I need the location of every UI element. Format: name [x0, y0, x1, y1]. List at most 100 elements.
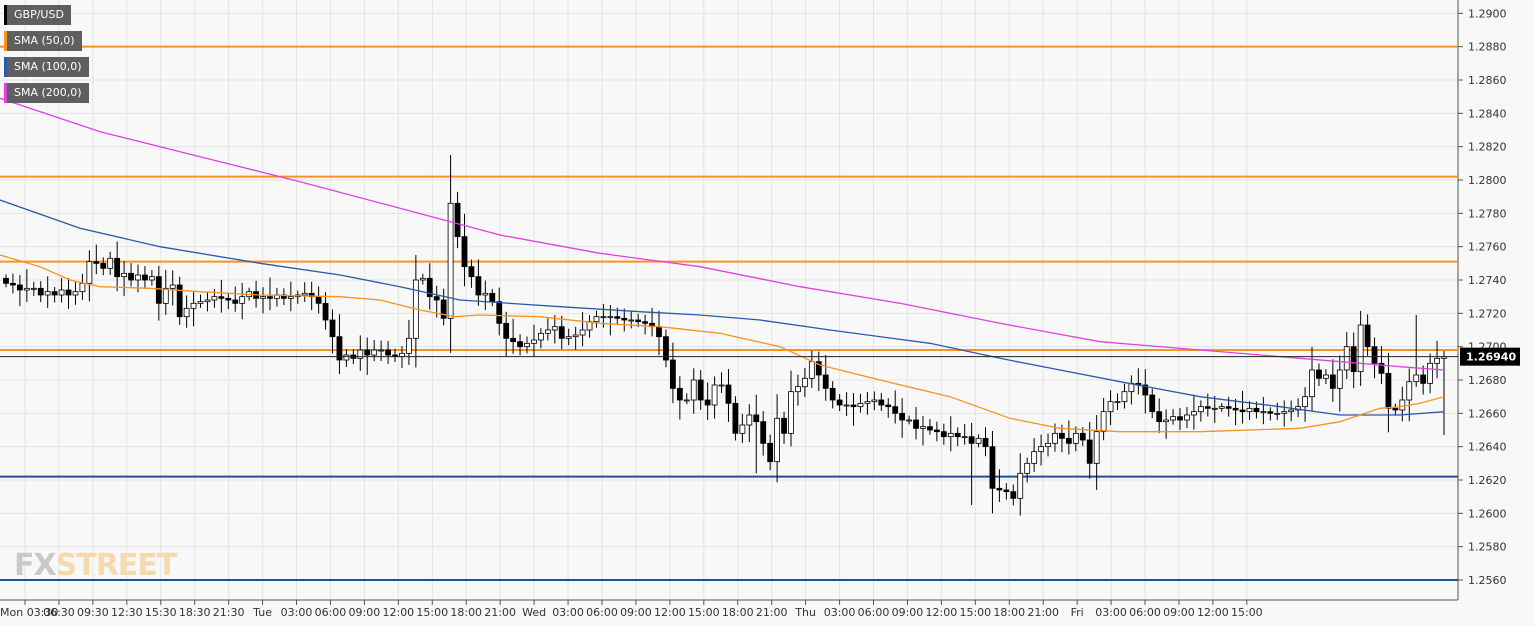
- candle-body: [927, 426, 933, 431]
- candle-body: [468, 266, 475, 278]
- candle-body: [10, 282, 16, 286]
- candle-body: [142, 274, 148, 281]
- y-tick-label: 1.2840: [1468, 107, 1507, 120]
- candle-body: [920, 426, 926, 429]
- candle-body: [1434, 357, 1440, 364]
- candle-body: [1072, 432, 1079, 444]
- candle-body: [683, 399, 690, 402]
- x-tick-label: 12:00: [1197, 606, 1229, 619]
- candle: [454, 191, 461, 249]
- x-tick-label: 15:00: [688, 606, 720, 619]
- x-tick-label: Tue: [252, 606, 272, 619]
- candle-body: [1274, 412, 1281, 415]
- candle: [1045, 433, 1051, 457]
- candle: [642, 314, 649, 335]
- candle: [850, 393, 857, 426]
- candle: [93, 244, 100, 275]
- y-tick-label: 1.2780: [1468, 207, 1507, 220]
- x-tick-label: 06:00: [858, 606, 890, 619]
- candle-body: [1017, 472, 1024, 499]
- candle: [176, 276, 183, 325]
- candle-body: [607, 316, 614, 319]
- candle-body: [538, 332, 544, 341]
- candle-body: [1052, 432, 1058, 444]
- legend-swatch: [4, 57, 7, 77]
- grid: 1.2560 1.2580 1.2600 1.2620 1.2640 1.2660 1.26…: [0, 0, 1507, 619]
- x-tick-label: 06:00: [586, 606, 618, 619]
- candle: [1316, 363, 1322, 386]
- candle: [1364, 314, 1371, 356]
- candle-body: [718, 384, 725, 387]
- candle-body: [37, 287, 44, 296]
- horizontal-levels: [0, 45, 1458, 581]
- candle: [419, 273, 426, 285]
- candle-body: [774, 417, 781, 463]
- candle-body: [1281, 411, 1288, 414]
- candle-body: [190, 302, 197, 309]
- sma200-line: [0, 97, 1445, 371]
- candle: [10, 273, 16, 294]
- candle-body: [1031, 451, 1038, 464]
- candle: [482, 280, 489, 310]
- candle: [1246, 401, 1253, 420]
- candle: [1218, 403, 1225, 412]
- x-tick-label: 12:00: [654, 606, 686, 619]
- x-tick-label: 09:00: [349, 606, 381, 619]
- candle-body: [1163, 419, 1170, 423]
- candle: [100, 257, 107, 276]
- candle: [593, 310, 600, 328]
- x-tick-label: 06:00: [1129, 606, 1161, 619]
- candle-body: [739, 424, 746, 434]
- candle: [44, 276, 51, 309]
- candle: [510, 318, 517, 354]
- candle: [635, 313, 642, 327]
- candle-body: [704, 399, 711, 406]
- candle: [954, 427, 961, 447]
- candle-body: [600, 316, 607, 319]
- candle-body: [155, 276, 162, 304]
- candle: [920, 415, 926, 446]
- candle: [857, 393, 864, 413]
- candle: [746, 404, 753, 443]
- candle-body: [982, 437, 989, 448]
- y-tick-label: 1.2720: [1468, 307, 1507, 320]
- candle: [1211, 395, 1218, 423]
- legend-item-gbpusd[interactable]: GBP/USD: [4, 5, 71, 25]
- candle: [23, 269, 30, 302]
- legend-item-sma100[interactable]: SMA (100,0): [4, 57, 89, 77]
- legend-item-sma200[interactable]: SMA (200,0): [4, 83, 89, 103]
- candle-body: [1024, 462, 1031, 474]
- candle-body: [72, 291, 79, 296]
- candle: [711, 376, 718, 419]
- candle: [975, 434, 982, 448]
- candle-body: [1350, 346, 1357, 373]
- candle: [913, 407, 919, 440]
- candle-body: [1211, 407, 1218, 410]
- candle-body: [1323, 374, 1329, 379]
- sma50-line: [0, 254, 1445, 433]
- candle: [225, 292, 232, 310]
- candle-body: [656, 326, 662, 338]
- y-tick-label: 1.2800: [1468, 174, 1507, 187]
- candle: [940, 423, 947, 445]
- candle: [683, 393, 690, 405]
- candle: [815, 351, 822, 391]
- legend-item-sma50[interactable]: SMA (50,0): [4, 31, 82, 51]
- candle-body: [1093, 431, 1100, 464]
- candle: [1309, 346, 1315, 412]
- candle: [621, 308, 628, 332]
- candle-body: [913, 419, 919, 429]
- candle-body: [975, 437, 982, 444]
- candle: [197, 294, 204, 308]
- candle: [65, 278, 72, 309]
- x-tick-label: 18:00: [722, 606, 754, 619]
- candle: [357, 335, 364, 371]
- candle-body: [287, 296, 294, 299]
- candle: [1156, 398, 1163, 434]
- candle-body: [1184, 414, 1190, 421]
- candle: [1065, 420, 1072, 455]
- candle-body: [30, 287, 37, 290]
- x-tick-label: 12:00: [926, 606, 958, 619]
- candle-body: [419, 277, 426, 281]
